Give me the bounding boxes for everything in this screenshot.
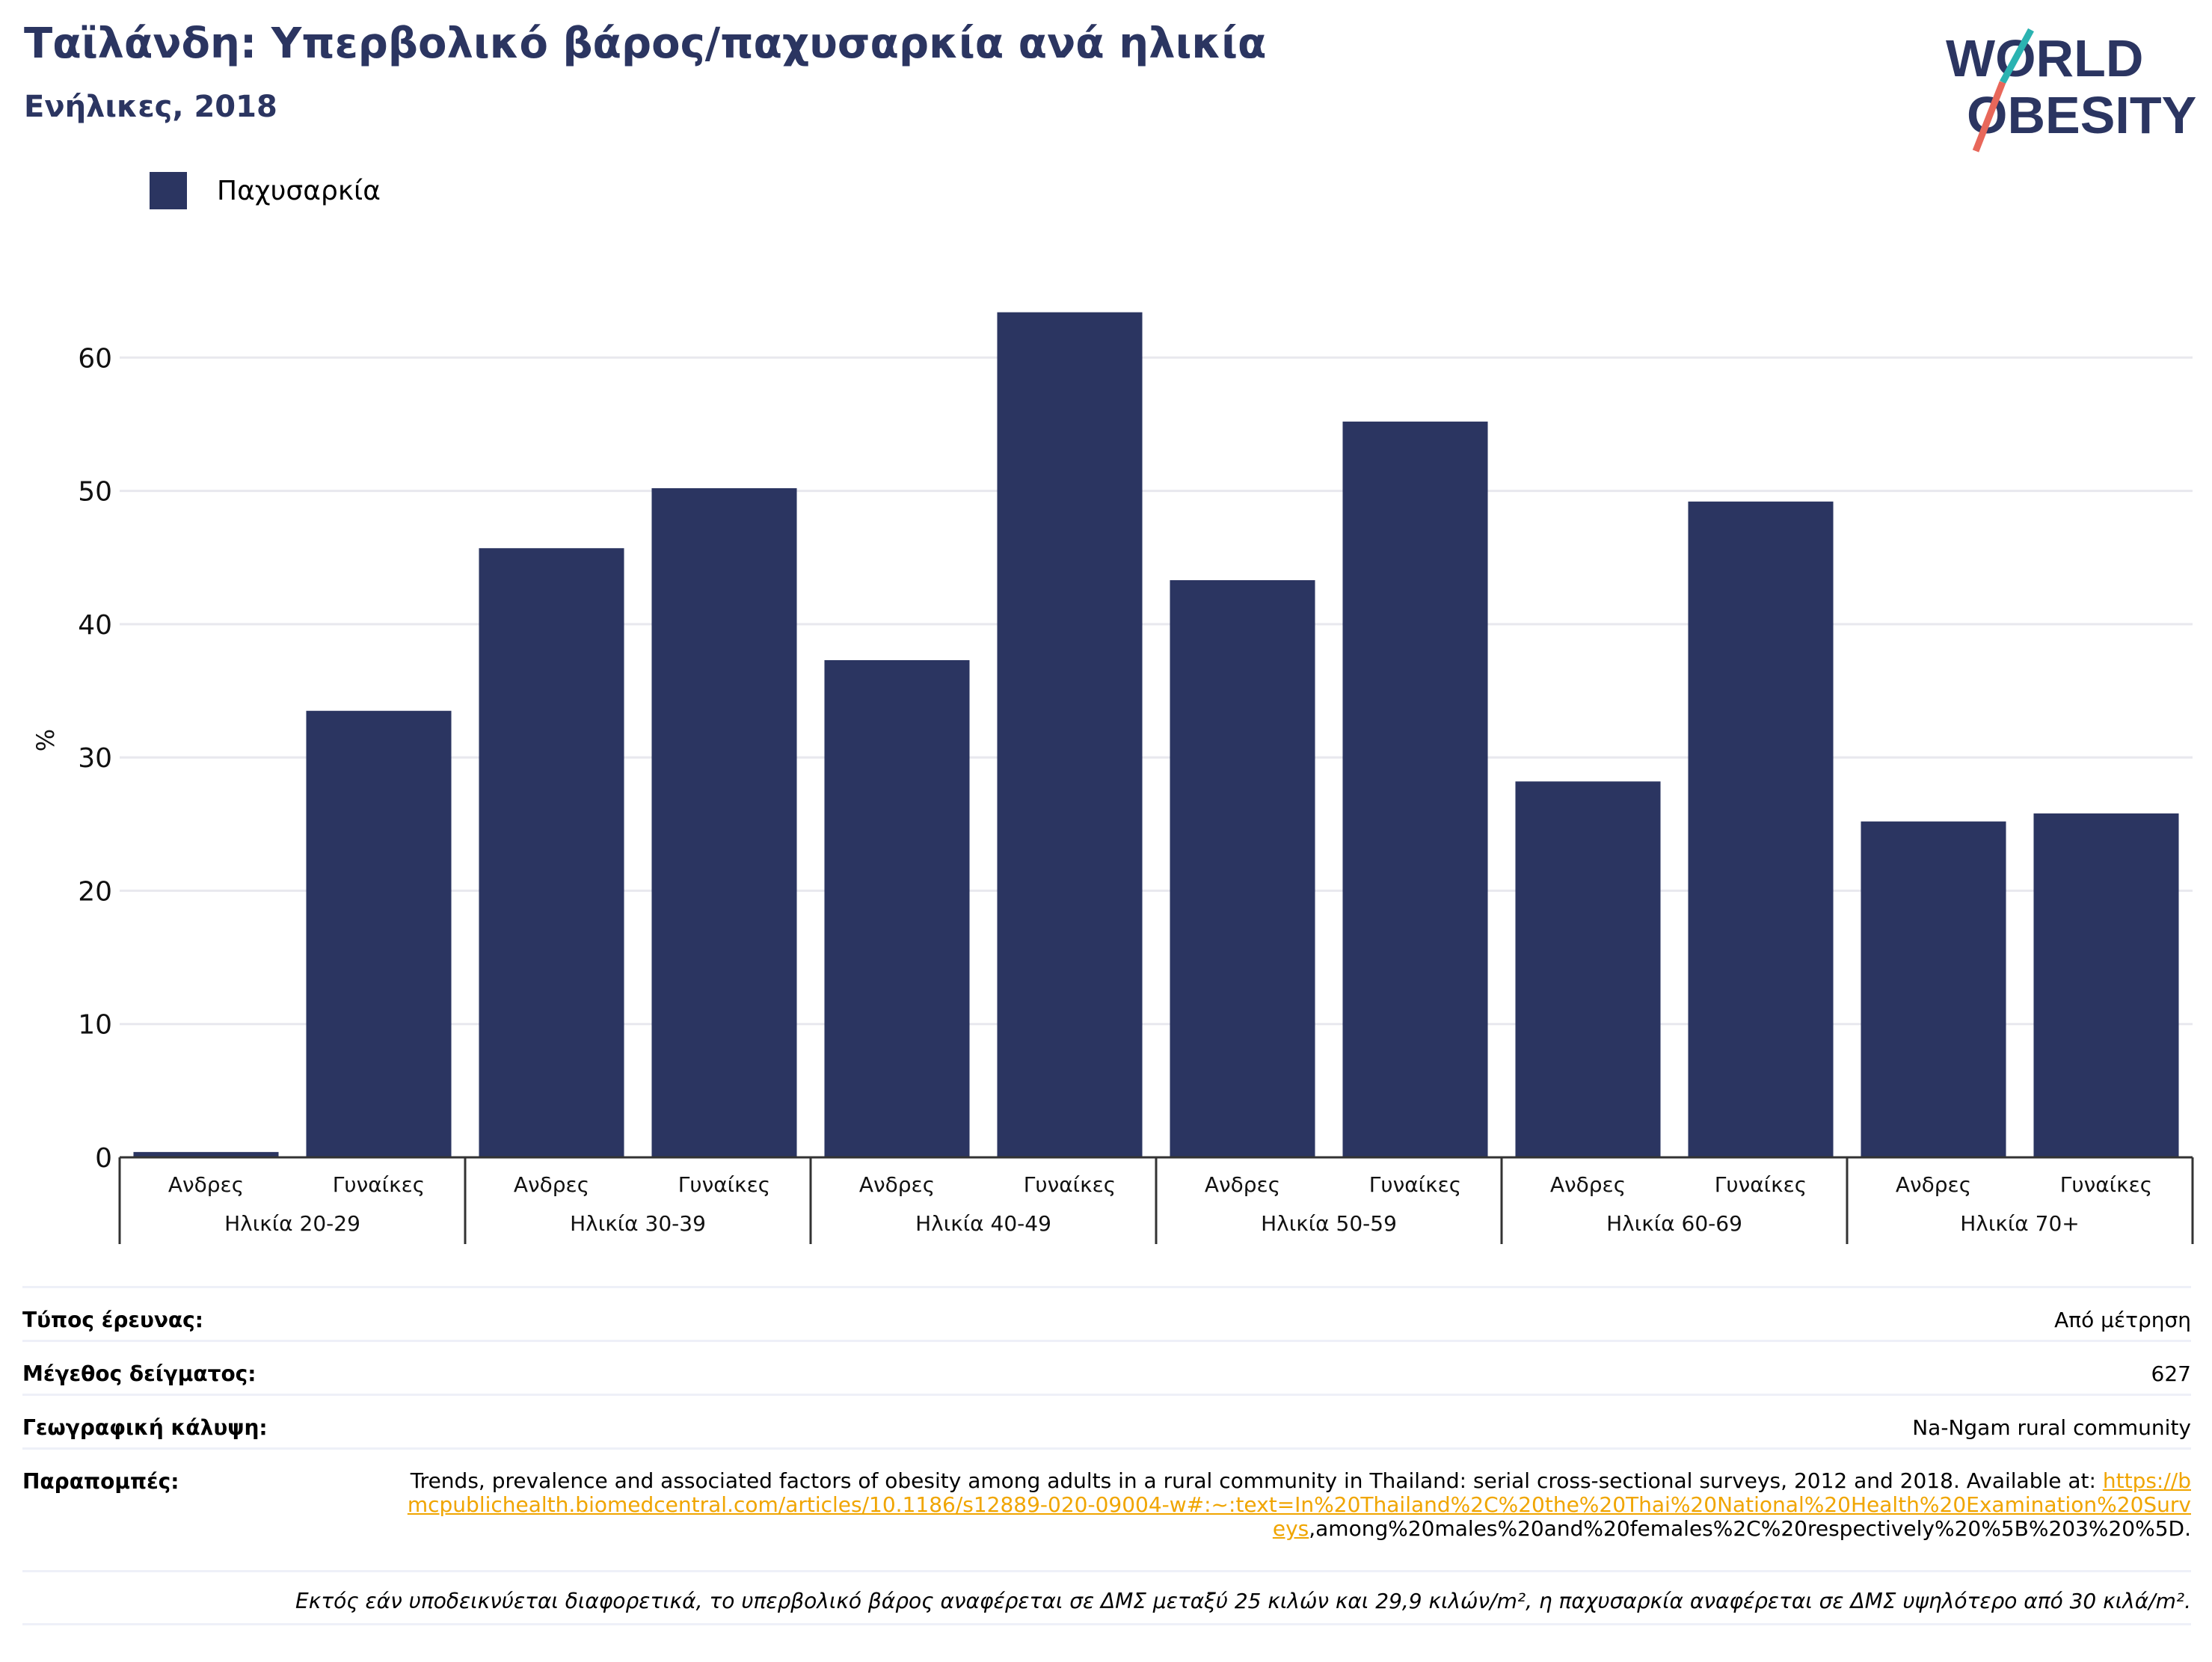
x-group-label: Ηλικία 50-59 bbox=[1261, 1211, 1397, 1236]
y-tick-label: 0 bbox=[95, 1143, 112, 1174]
x-category-label: Γυναίκες bbox=[1369, 1172, 1461, 1197]
legend: Παχυσαρκία bbox=[150, 172, 381, 209]
references-text: Trends, prevalence and associated factor… bbox=[410, 1468, 2103, 1493]
x-category-label: Ανδρες bbox=[514, 1172, 589, 1197]
x-category-label: Ανδρες bbox=[1896, 1172, 1971, 1197]
references-tail: ,among%20males%20and%20females%2C%20resp… bbox=[1309, 1516, 2191, 1541]
bar-11 bbox=[2033, 813, 2179, 1157]
references-label: Παραπομπές: bbox=[22, 1469, 179, 1494]
bar-0 bbox=[133, 1151, 279, 1157]
chart-title: Ταϊλάνδη: Υπερβολικό βάρος/παχυσαρκία αν… bbox=[24, 19, 1267, 68]
y-tick-label: 20 bbox=[78, 876, 112, 907]
bar-8 bbox=[1515, 781, 1661, 1157]
gridlines bbox=[120, 356, 2193, 1026]
bar-chart: 0 10 20 30 40 50 60 Ανδρες Γυναίκες Ανδρες Γυναίκ… bbox=[31, 312, 2194, 1244]
info-row-survey-type: Τύπος έρευνας: Από μέτρηση bbox=[22, 1286, 2191, 1340]
x-category-label: Γυναίκες bbox=[1715, 1172, 1807, 1197]
x-group-label: Ηλικία 20-29 bbox=[224, 1211, 360, 1236]
x-category-label: Γυναίκες bbox=[2060, 1172, 2152, 1197]
y-axis: 0 10 20 30 40 50 60 bbox=[78, 343, 112, 1174]
world-obesity-logo: WORLD OBESITY bbox=[1946, 28, 2196, 153]
bar-5 bbox=[997, 312, 1143, 1157]
bar-4 bbox=[824, 659, 970, 1157]
legend-swatch bbox=[150, 172, 187, 209]
sample-size-label: Μέγεθος δείγματος: bbox=[22, 1361, 256, 1386]
x-axis: Ανδρες Γυναίκες Ανδρες Γυναίκες Ανδρες Γυναίκ… bbox=[118, 1156, 2194, 1244]
references-link[interactable]: https://bmcpublichealth.biomedcentral.co… bbox=[407, 1468, 2191, 1541]
x-group-label: Ηλικία 30-39 bbox=[570, 1211, 706, 1236]
y-tick-label: 10 bbox=[78, 1010, 112, 1041]
coverage-label: Γεωγραφική κάλυψη: bbox=[22, 1415, 268, 1440]
logo-stroke-red bbox=[1972, 81, 2006, 153]
info-row-sample-size: Μέγεθος δείγματος: 627 bbox=[22, 1340, 2191, 1394]
bars bbox=[133, 312, 2179, 1157]
references-value: Trends, prevalence and associated factor… bbox=[396, 1450, 2191, 1569]
sample-size-value: 627 bbox=[2151, 1361, 2191, 1386]
legend-label: Παχυσαρκία bbox=[217, 175, 381, 206]
bar-2 bbox=[479, 548, 624, 1157]
x-category-label: Ανδρες bbox=[1205, 1172, 1280, 1197]
logo-line2: OBESITY bbox=[1967, 86, 2196, 144]
x-category-label: Γυναίκες bbox=[1024, 1172, 1116, 1197]
x-group-label: Ηλικία 60-69 bbox=[1606, 1211, 1742, 1236]
y-tick-label: 50 bbox=[78, 477, 112, 508]
info-row-references: Παραπομπές: Trends, prevalence and assoc… bbox=[22, 1447, 2191, 1569]
y-tick-label: 60 bbox=[78, 343, 112, 374]
x-category-label: Γυναίκες bbox=[333, 1172, 425, 1197]
coverage-value: Na-Ngam rural community bbox=[1912, 1415, 2191, 1440]
logo-stroke-teal bbox=[2000, 28, 2034, 84]
bar-6 bbox=[1170, 580, 1315, 1157]
y-tick-label: 40 bbox=[78, 610, 112, 641]
bar-10 bbox=[1861, 821, 2006, 1157]
x-group-label: Ηλικία 70+ bbox=[1960, 1211, 2080, 1236]
footnote: Εκτός εάν υποδεικνύεται διαφορετικά, το … bbox=[22, 1570, 2191, 1625]
bar-7 bbox=[1342, 421, 1488, 1157]
x-group-label: Ηλικία 40-49 bbox=[915, 1211, 1051, 1236]
bar-1 bbox=[306, 710, 452, 1157]
x-category-label: Ανδρες bbox=[859, 1172, 935, 1197]
logo-line1: WORLD bbox=[1946, 29, 2143, 87]
survey-type-label: Τύπος έρευνας: bbox=[22, 1308, 203, 1332]
chart-subtitle: Ενήλικες, 2018 bbox=[24, 90, 277, 124]
x-category-label: Ανδρες bbox=[168, 1172, 244, 1197]
survey-type-value: Από μέτρηση bbox=[2054, 1308, 2191, 1332]
y-axis-label: % bbox=[31, 729, 60, 751]
bar-3 bbox=[651, 488, 797, 1157]
info-table: Τύπος έρευνας: Από μέτρηση Μέγεθος δείγμ… bbox=[22, 1286, 2191, 1569]
y-tick-label: 30 bbox=[78, 743, 112, 774]
info-row-coverage: Γεωγραφική κάλυψη: Na-Ngam rural communi… bbox=[22, 1394, 2191, 1447]
bar-9 bbox=[1688, 501, 1834, 1157]
x-category-label: Γυναίκες bbox=[678, 1172, 770, 1197]
x-category-label: Ανδρες bbox=[1550, 1172, 1626, 1197]
